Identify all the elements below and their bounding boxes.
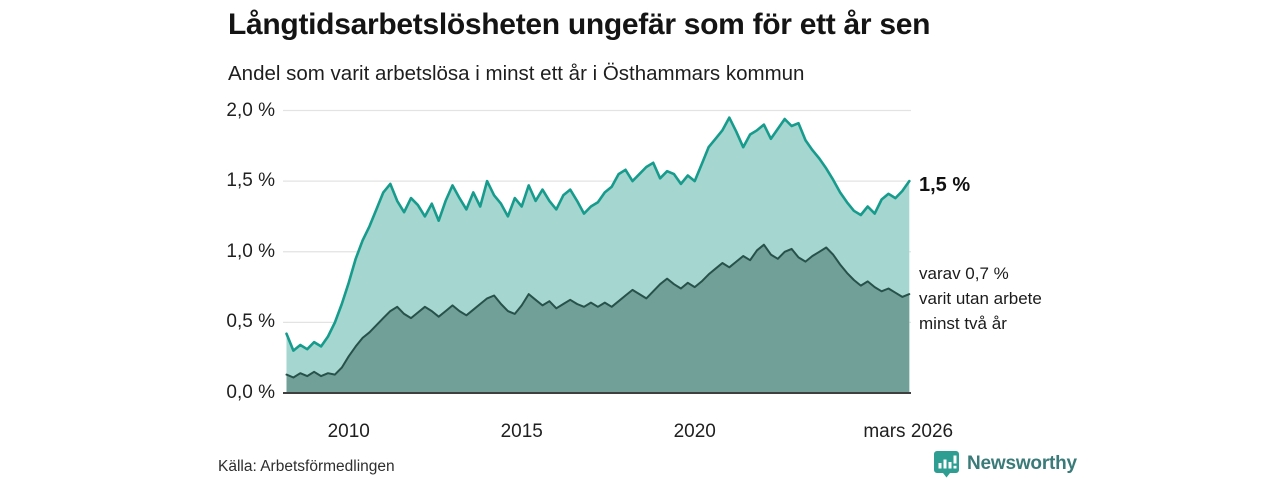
annotation-line: minst två år (919, 314, 1007, 333)
series-line-minst-ett-ar (285, 116, 911, 352)
source-caption: Källa: Arbetsförmedlingen (218, 458, 395, 475)
series2-annotation: varav 0,7 % varit utan arbete minst två … (919, 261, 1042, 336)
y-tick-label: 1,5 % (226, 170, 275, 192)
brand-name: Newsworthy (967, 453, 1077, 474)
newsworthy-logo: Newsworthy (933, 450, 1077, 478)
chart-subtitle: Andel som varit arbetslösa i minst ett å… (228, 62, 805, 85)
y-tick-label: 0,0 % (226, 382, 275, 403)
series-line-minst-tva-ar (285, 243, 911, 379)
page-title: Långtidsarbetslösheten ungefär som för e… (228, 8, 931, 41)
annotation-line: varav 0,7 % (919, 264, 1009, 283)
y-tick-label: 2,0 % (226, 99, 275, 121)
annotation-line: varit utan arbete (919, 289, 1042, 308)
x-tick-label: 2010 (327, 421, 370, 442)
x-tick-label: mars 2026 (863, 421, 954, 442)
y-tick-label: 1,0 % (226, 240, 275, 262)
x-tick-label: 2015 (500, 421, 543, 442)
series-area-minst-tva-ar (286, 244, 910, 393)
bar-chart-bubble-icon (934, 451, 959, 478)
end-value-annotation: 1,5 % (919, 174, 971, 196)
x-tick-label: 2020 (673, 421, 716, 442)
y-tick-label: 0,5 % (226, 311, 275, 333)
